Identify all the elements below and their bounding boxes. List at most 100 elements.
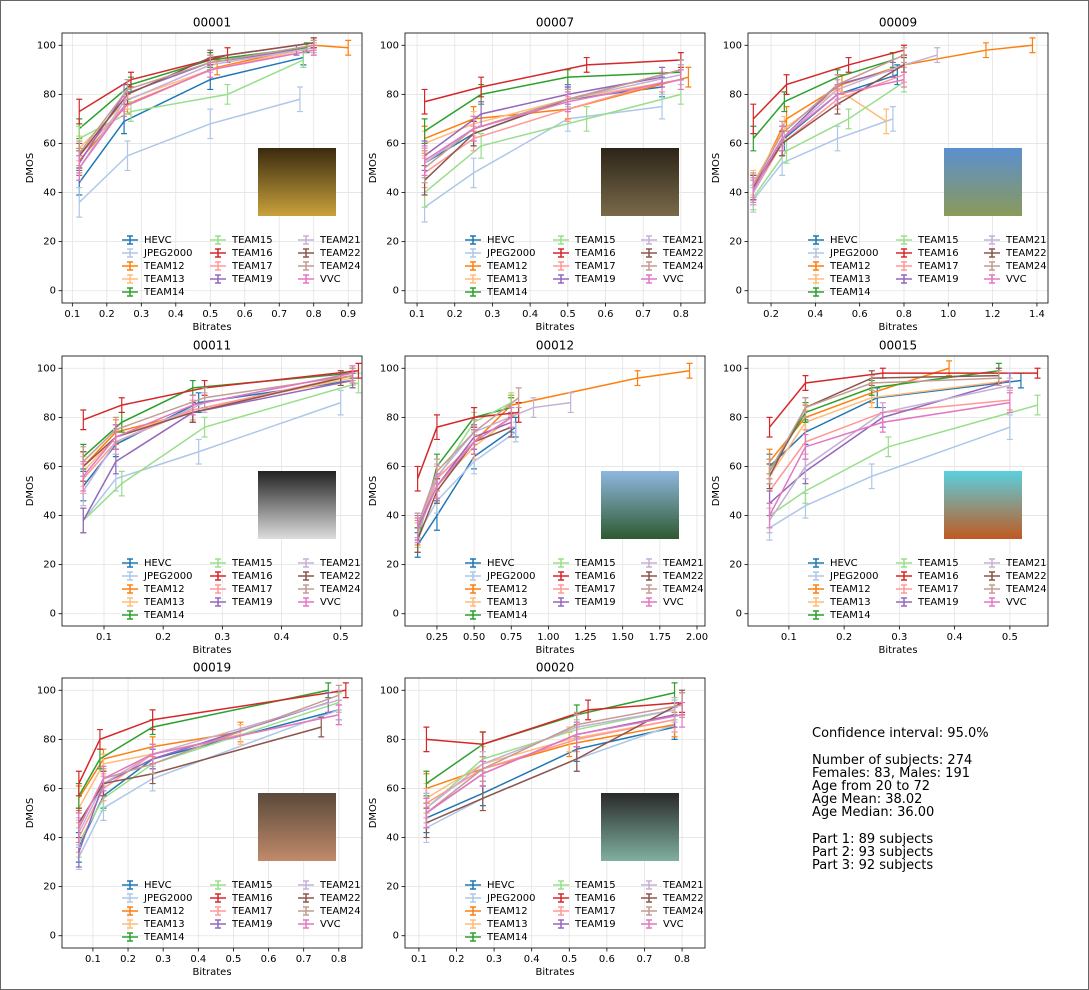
legend-label: TEAM15 xyxy=(917,235,959,246)
x-tick-label: 0.3 xyxy=(133,309,149,320)
y-tick-label: 40 xyxy=(43,833,56,844)
legend-label: TEAM22 xyxy=(319,248,361,259)
legend-label: TEAM22 xyxy=(662,248,704,259)
legend-label: TEAM15 xyxy=(917,558,959,569)
y-tick-label: 100 xyxy=(380,40,399,51)
chart-title: 00019 xyxy=(193,661,231,675)
y-tick-label: 20 xyxy=(729,560,742,571)
x-tick-label: 0.4 xyxy=(947,632,963,643)
y-tick-label: 0 xyxy=(50,609,56,620)
x-tick-label: 0.2 xyxy=(447,309,463,320)
y-axis-label: DMOS xyxy=(368,798,379,829)
x-tick-label: 0.4 xyxy=(168,309,184,320)
legend-label: JPEG2000 xyxy=(143,248,193,259)
y-axis-label: DMOS xyxy=(368,476,379,507)
y-tick-label: 80 xyxy=(729,412,742,423)
chart-title: 00015 xyxy=(879,339,917,353)
legend-label: TEAM13 xyxy=(486,919,528,930)
y-tick-label: 20 xyxy=(386,882,399,893)
x-tick-label: 0.5 xyxy=(561,954,577,965)
legend-label: TEAM12 xyxy=(143,906,185,917)
legend-label: HEVC xyxy=(830,235,858,246)
x-tick-label: 0.1 xyxy=(85,954,101,965)
x-tick-label: 1.2 xyxy=(985,309,1001,320)
y-tick-label: 20 xyxy=(43,560,56,571)
legend-label: TEAM12 xyxy=(486,261,528,272)
y-tick-label: 80 xyxy=(386,89,399,100)
inset-image xyxy=(258,148,336,216)
x-tick-label: 0.2 xyxy=(836,632,852,643)
y-axis-label: DMOS xyxy=(711,153,722,184)
y-tick-label: 60 xyxy=(386,783,399,794)
y-tick-label: 20 xyxy=(43,882,56,893)
x-axis-label: Bitrates xyxy=(878,322,917,333)
y-axis-label: DMOS xyxy=(25,798,36,829)
x-axis-label: Bitrates xyxy=(535,967,574,978)
legend-label: JPEG2000 xyxy=(143,893,193,904)
legend-label: TEAM15 xyxy=(574,235,616,246)
x-tick-label: 0.6 xyxy=(598,309,614,320)
legend-label: TEAM14 xyxy=(143,932,185,943)
y-tick-label: 20 xyxy=(729,237,742,248)
y-tick-label: 0 xyxy=(393,609,399,620)
chart-title: 00001 xyxy=(193,16,231,30)
x-tick-label: 2.00 xyxy=(686,632,708,643)
legend-label: VVC xyxy=(320,919,341,930)
inset-image xyxy=(258,471,336,539)
x-tick-label: 0.2 xyxy=(155,632,171,643)
legend-label: TEAM13 xyxy=(143,274,185,285)
y-tick-label: 80 xyxy=(729,89,742,100)
legend-label: TEAM15 xyxy=(574,558,616,569)
x-tick-label: 0.9 xyxy=(340,309,356,320)
legend-label: TEAM19 xyxy=(231,274,273,285)
legend-label: TEAM14 xyxy=(829,287,871,298)
legend-label: HEVC xyxy=(144,235,172,246)
x-tick-label: 0.8 xyxy=(306,309,322,320)
legend-label: TEAM17 xyxy=(231,584,273,595)
legend-label: TEAM14 xyxy=(829,610,871,621)
legend-label: TEAM16 xyxy=(231,248,273,259)
legend-label: TEAM21 xyxy=(1005,235,1047,246)
x-tick-label: 0.50 xyxy=(463,632,485,643)
legend-label: TEAM24 xyxy=(662,261,704,272)
y-tick-label: 0 xyxy=(50,286,56,297)
x-tick-label: 0.7 xyxy=(635,309,651,320)
chart-title: 00020 xyxy=(536,661,574,675)
y-tick-label: 0 xyxy=(393,286,399,297)
legend-label: TEAM14 xyxy=(143,610,185,621)
x-tick-label: 0.1 xyxy=(781,632,797,643)
inset-image xyxy=(601,148,679,216)
legend-label: VVC xyxy=(320,597,341,608)
inset-image xyxy=(944,471,1022,539)
legend-label: TEAM12 xyxy=(829,584,871,595)
legend-label: TEAM22 xyxy=(1005,571,1047,582)
legend-label: HEVC xyxy=(487,558,515,569)
y-tick-label: 80 xyxy=(43,89,56,100)
x-tick-label: 1.0 xyxy=(940,309,956,320)
legend-label: HEVC xyxy=(144,880,172,891)
x-tick-label: 0.6 xyxy=(237,309,253,320)
legend-label: TEAM17 xyxy=(574,584,616,595)
y-tick-label: 20 xyxy=(386,560,399,571)
y-tick-label: 40 xyxy=(729,511,742,522)
stats-text: Part 3: 92 subjects xyxy=(812,858,933,873)
y-tick-label: 100 xyxy=(37,363,56,374)
legend-label: JPEG2000 xyxy=(829,571,879,582)
legend-label: TEAM22 xyxy=(319,571,361,582)
legend-label: TEAM17 xyxy=(574,261,616,272)
legend-label: TEAM16 xyxy=(574,571,616,582)
y-tick-label: 100 xyxy=(723,363,742,374)
x-tick-label: 0.6 xyxy=(261,954,277,965)
subplot: 0204060801000.10.20.30.40.50.60.70.80002… xyxy=(368,661,705,979)
legend-label: TEAM24 xyxy=(319,584,361,595)
x-tick-label: 0.6 xyxy=(852,309,868,320)
chart-title: 00012 xyxy=(536,339,574,353)
legend-label: VVC xyxy=(663,919,684,930)
y-tick-label: 80 xyxy=(386,734,399,745)
x-tick-label: 0.3 xyxy=(484,309,500,320)
y-axis-label: DMOS xyxy=(25,476,36,507)
legend-label: TEAM15 xyxy=(231,235,273,246)
y-tick-label: 60 xyxy=(43,138,56,149)
legend-label: TEAM21 xyxy=(319,235,361,246)
